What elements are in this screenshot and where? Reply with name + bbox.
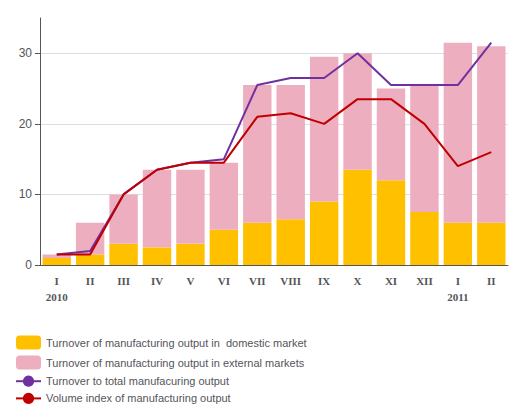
- svg-text:II: II: [487, 275, 496, 287]
- svg-text:VII: VII: [249, 275, 266, 287]
- svg-text:II: II: [86, 275, 95, 287]
- svg-text:Turnover to total manufacuring: Turnover to total manufacuring output: [46, 375, 229, 387]
- svg-text:V: V: [186, 275, 194, 287]
- svg-text:XII: XII: [416, 275, 433, 287]
- svg-text:20: 20: [19, 117, 33, 131]
- svg-text:IX: IX: [318, 275, 330, 287]
- svg-text:10: 10: [19, 187, 33, 201]
- svg-text:VI: VI: [218, 275, 230, 287]
- svg-text:X: X: [354, 275, 362, 287]
- svg-text:III: III: [117, 275, 130, 287]
- svg-text:Turnover of manufacturing outp: Turnover of manufacturing output in exte…: [46, 357, 305, 369]
- svg-text:0: 0: [25, 258, 32, 272]
- svg-text:2011: 2011: [447, 291, 468, 303]
- svg-text:I: I: [456, 275, 460, 287]
- svg-text:IV: IV: [151, 275, 163, 287]
- svg-text:I: I: [55, 275, 59, 287]
- svg-text:Volume index of manufacturing: Volume index of manufacturing output: [46, 392, 231, 404]
- svg-text:VIII: VIII: [280, 275, 301, 287]
- svg-text:XI: XI: [385, 275, 397, 287]
- svg-text:30: 30: [19, 46, 33, 60]
- svg-text:2010: 2010: [46, 291, 68, 303]
- svg-text:Turnover of manufacturing outp: Turnover of manufacturing output in dome…: [46, 337, 307, 349]
